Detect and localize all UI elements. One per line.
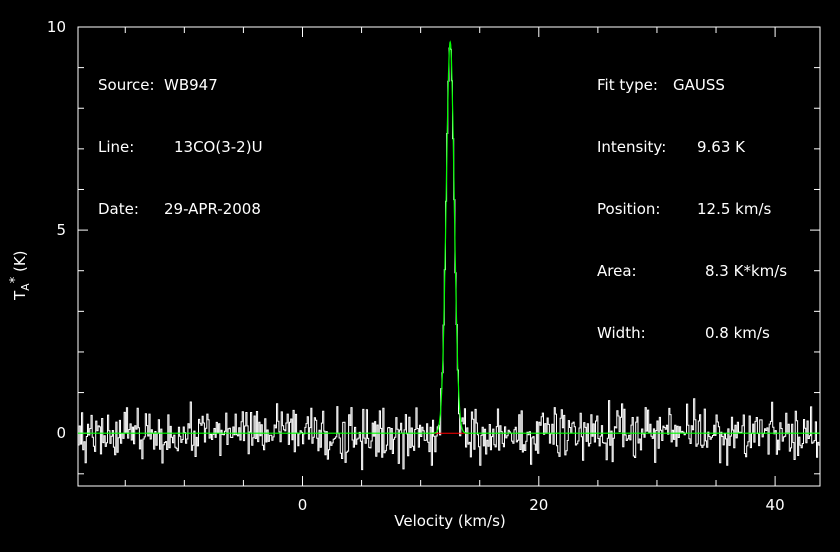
y-tick-label: 10 xyxy=(47,18,66,36)
position-value: 12.5 km/s xyxy=(697,200,772,218)
source-row: Source: WB947 xyxy=(98,76,263,94)
x-tick-label: 0 xyxy=(298,496,308,514)
fit-type-value: GAUSS xyxy=(673,76,725,94)
line-row: Line: 13CO(3-2)U xyxy=(98,138,263,156)
date-value: 29-APR-2008 xyxy=(164,200,261,218)
y-axis-label-main: T xyxy=(11,290,29,300)
y-tick-label: 0 xyxy=(56,424,66,442)
x-axis-label: Velocity (km/s) xyxy=(394,512,506,530)
fit-info-block: Fit type: GAUSS Intensity: 9.63 K Position… xyxy=(597,40,787,360)
fit-type-label: Fit type: xyxy=(597,76,658,94)
intensity-row: Intensity: 9.63 K xyxy=(597,138,787,156)
x-tick-label: 40 xyxy=(766,496,785,514)
width-row: Width: 0.8 km/s xyxy=(597,324,787,342)
spectrum-trace xyxy=(78,47,820,471)
area-label: Area: xyxy=(597,262,637,280)
y-axis-label-unit: (K) xyxy=(11,250,29,277)
y-tick-label: 5 xyxy=(56,221,66,239)
y-axis-label-sub: A xyxy=(19,283,32,291)
x-tick-label: 20 xyxy=(529,496,548,514)
line-value: 13CO(3-2)U xyxy=(174,138,263,156)
fit-type-row: Fit type: GAUSS xyxy=(597,76,787,94)
intensity-label: Intensity: xyxy=(597,138,667,156)
position-label: Position: xyxy=(597,200,661,218)
source-info-block: Source: WB947 Line: 13CO(3-2)U Date: 29-APR… xyxy=(98,40,263,236)
intensity-value: 9.63 K xyxy=(697,138,746,156)
gaussian-fit-line xyxy=(78,40,820,434)
plot-frame xyxy=(77,26,821,487)
date-row: Date: 29-APR-2008 xyxy=(98,200,263,218)
y-axis-label-sup: * xyxy=(8,276,23,284)
source-label: Source: xyxy=(98,76,155,94)
position-row: Position: 12.5 km/s xyxy=(597,200,787,218)
area-value: 8.3 K*km/s xyxy=(705,262,788,280)
source-value: WB947 xyxy=(164,76,218,94)
axis-ticks xyxy=(78,26,820,486)
width-label: Width: xyxy=(597,324,646,342)
y-axis-label: TA* (K) xyxy=(8,250,32,300)
line-label: Line: xyxy=(98,138,135,156)
width-value: 0.8 km/s xyxy=(705,324,770,342)
area-row: Area: 8.3 K*km/s xyxy=(597,262,787,280)
date-label: Date: xyxy=(98,200,139,218)
axis-tick-labels: 0 20 40 0 5 10 xyxy=(47,18,785,514)
